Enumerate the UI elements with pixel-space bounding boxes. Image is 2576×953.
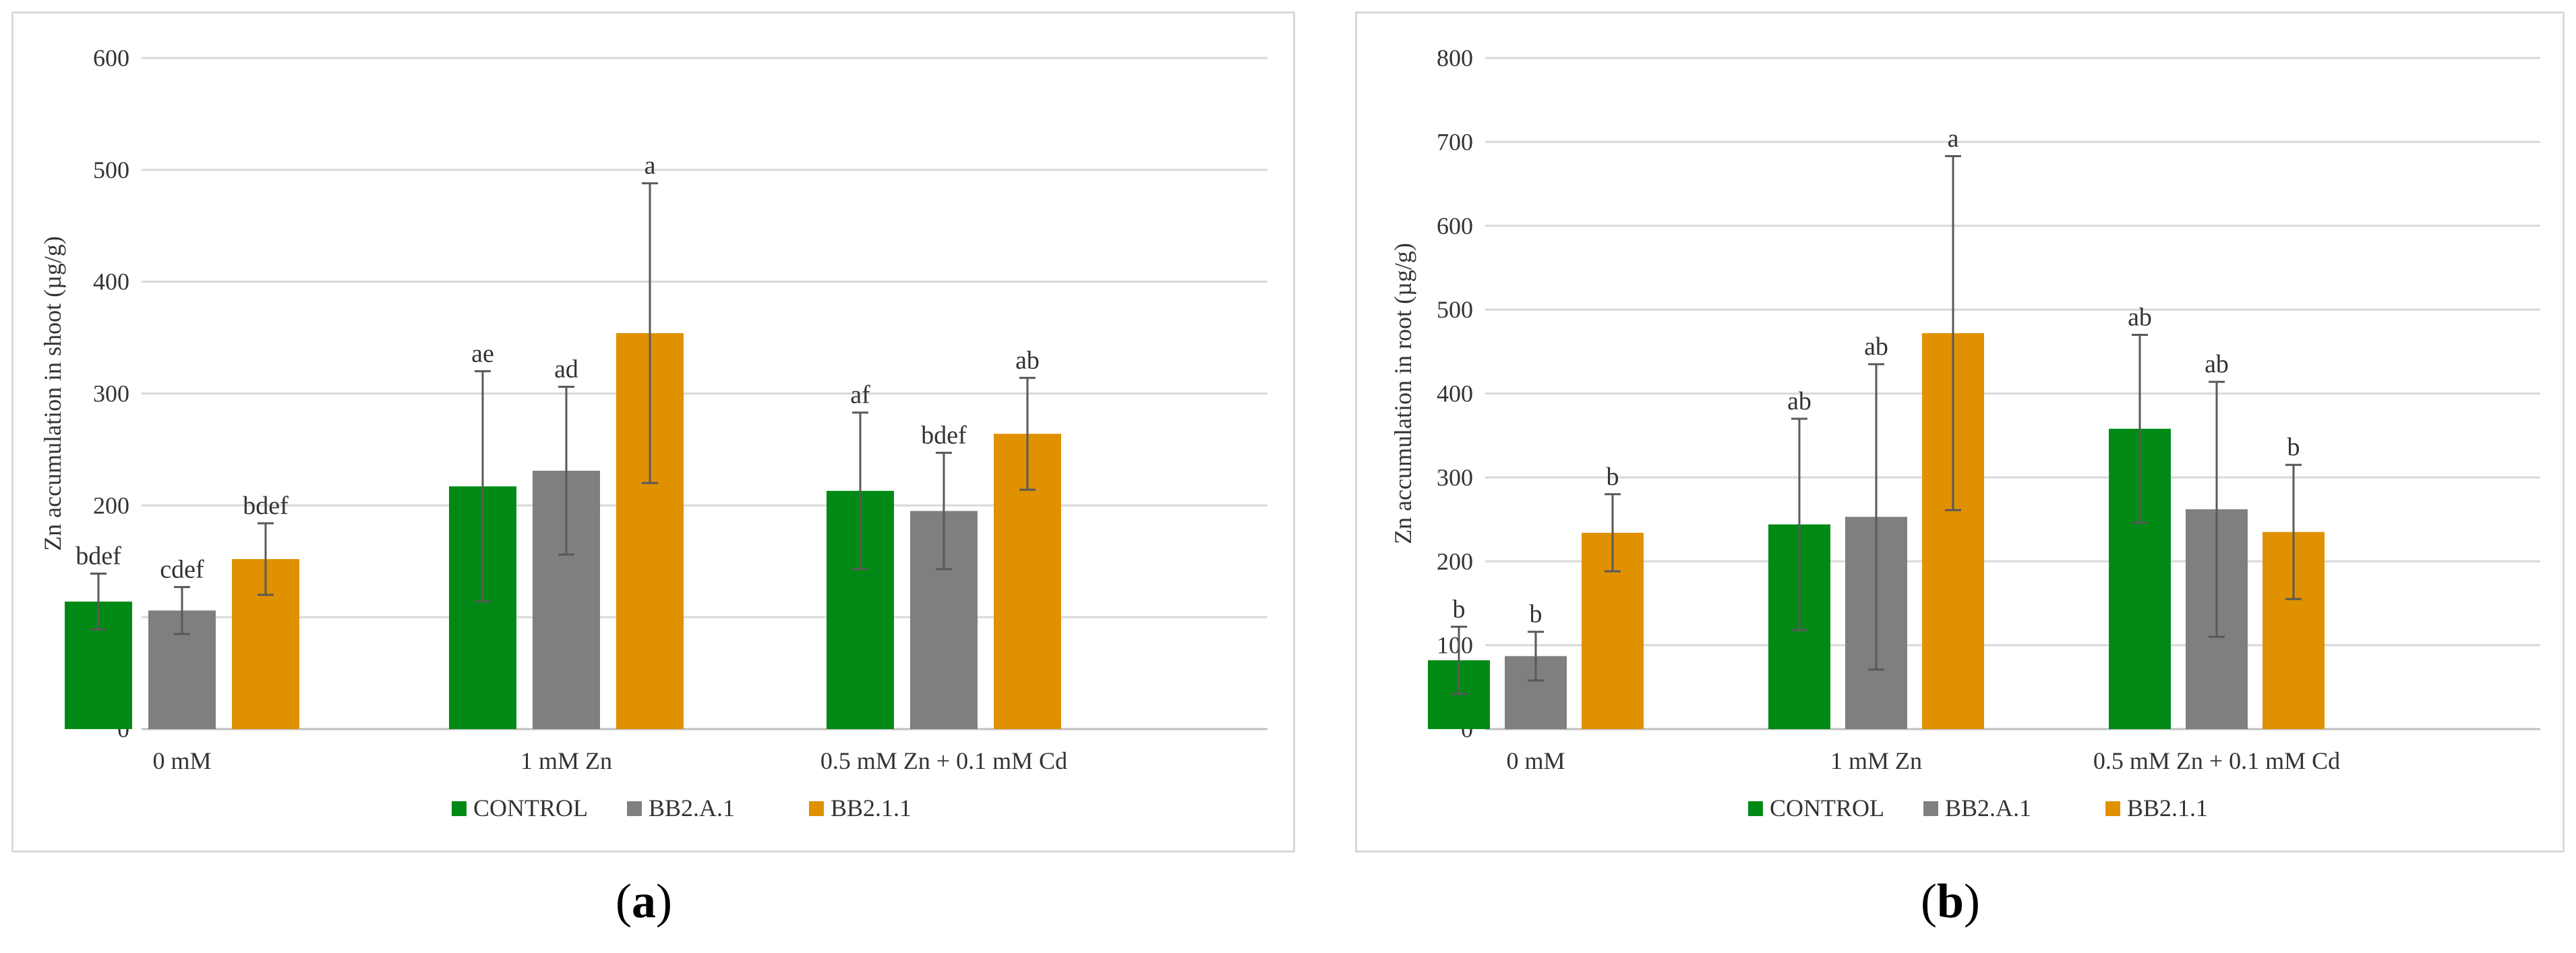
legend-label-b-0: CONTROL xyxy=(1770,795,1884,821)
ytick-label-b-3: 300 xyxy=(1437,464,1473,491)
significance-letter-b-2-0: b xyxy=(1607,463,1619,491)
significance-letter-a-0-1: ae xyxy=(471,339,494,368)
legend-label-b-2: BB2.1.1 xyxy=(2127,795,2208,821)
significance-letter-b-0-1: ab xyxy=(1787,387,1811,415)
significance-letter-a-2-0: bdef xyxy=(243,492,289,520)
significance-letter-b-1-0: b xyxy=(1530,600,1542,629)
legend-label-b-1: BB2.A.1 xyxy=(1945,795,2031,821)
legend-swatch-a-0 xyxy=(452,801,467,816)
ytick-label-b-1: 100 xyxy=(1437,632,1473,659)
significance-letter-b-1-1: ab xyxy=(1864,333,1888,361)
ytick-label-b-6: 600 xyxy=(1437,212,1473,239)
chart-b-svg: 0100200300400500600700800Zn accumulation… xyxy=(1389,45,2540,821)
chart-a-svg: 0100200300400500600Zn accumulation in sh… xyxy=(39,45,1267,821)
category-label-b-1: 1 mM Zn xyxy=(1830,747,1922,774)
significance-letter-a-1-0: cdef xyxy=(160,555,204,583)
legend-swatch-a-2 xyxy=(809,801,824,816)
significance-letter-a-1-2: bdef xyxy=(921,421,967,449)
ytick-label-a-2: 200 xyxy=(93,492,129,519)
y-axis-label-a: Zn accumulation in shoot (µg/g) xyxy=(39,236,66,551)
significance-letter-b-1-2: ab xyxy=(2205,350,2229,378)
ytick-label-a-3: 300 xyxy=(93,380,129,407)
legend-swatch-a-1 xyxy=(627,801,642,816)
ytick-label-a-5: 500 xyxy=(93,156,129,183)
significance-letter-a-1-1: ad xyxy=(554,355,578,384)
chart-panel-b: 0100200300400500600700800Zn accumulation… xyxy=(1355,11,2565,853)
category-label-a-0: 0 mM xyxy=(152,747,211,774)
legend-label-a-2: BB2.1.1 xyxy=(831,795,911,821)
significance-letter-b-0-0: b xyxy=(1453,595,1466,623)
significance-letter-a-0-2: af xyxy=(850,381,870,409)
category-label-b-2: 0.5 mM Zn + 0.1 mM Cd xyxy=(2093,747,2340,774)
significance-letter-a-2-2: ab xyxy=(1015,346,1040,374)
legend-label-a-0: CONTROL xyxy=(473,795,588,821)
y-axis-label-b: Zn accumulation in root (µg/g) xyxy=(1389,243,1416,544)
ytick-label-a-4: 400 xyxy=(93,268,129,295)
significance-letter-b-2-2: b xyxy=(2287,433,2300,461)
ytick-label-b-2: 200 xyxy=(1437,548,1473,575)
legend-label-a-1: BB2.A.1 xyxy=(649,795,735,821)
category-label-a-2: 0.5 mM Zn + 0.1 mM Cd xyxy=(820,747,1067,774)
significance-letter-b-0-2: ab xyxy=(2128,303,2152,331)
figure-label-a: (a) xyxy=(616,874,672,928)
ytick-label-b-5: 500 xyxy=(1437,296,1473,323)
ytick-label-b-8: 800 xyxy=(1437,45,1473,71)
ytick-label-b-4: 400 xyxy=(1437,380,1473,407)
legend-swatch-b-0 xyxy=(1748,801,1763,816)
legend-swatch-b-2 xyxy=(2105,801,2120,816)
figure-label-b: (b) xyxy=(1921,874,1981,928)
significance-letter-a-0-0: bdef xyxy=(76,542,121,570)
category-label-b-0: 0 mM xyxy=(1506,747,1565,774)
chart-panel-a: 0100200300400500600Zn accumulation in sh… xyxy=(11,11,1295,853)
legend-swatch-b-1 xyxy=(1923,801,1938,816)
significance-letter-b-2-1: a xyxy=(1948,125,1959,153)
ytick-label-b-7: 700 xyxy=(1437,128,1473,155)
significance-letter-a-2-1: a xyxy=(645,152,656,180)
category-label-a-1: 1 mM Zn xyxy=(520,747,612,774)
ytick-label-a-6: 600 xyxy=(93,45,129,71)
